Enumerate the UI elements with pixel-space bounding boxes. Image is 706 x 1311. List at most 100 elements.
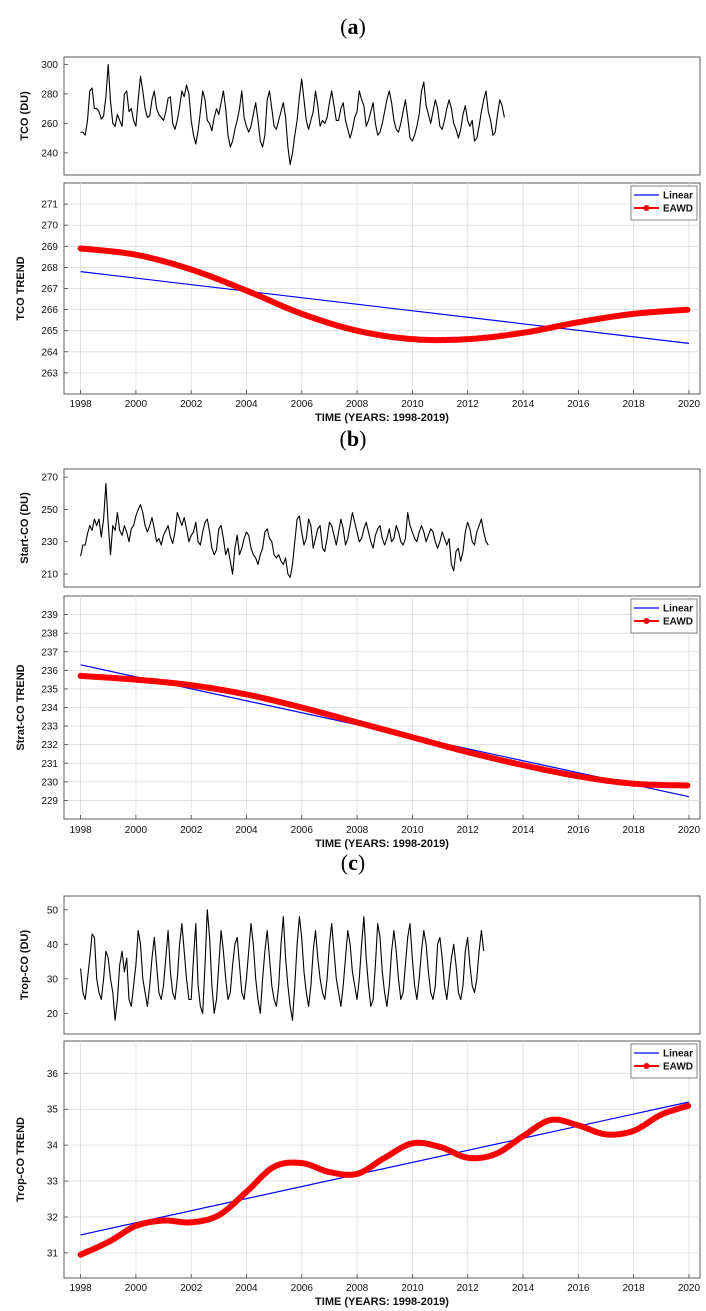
y-tick-label: 236 [41, 666, 58, 677]
y-tick-label: 266 [41, 305, 58, 316]
trend-chart: 31 32 33 34 35 36 Trop-CO TREND 1998 2000 2002 200… [15, 1040, 701, 1308]
x-tick-label: 2016 [567, 825, 590, 836]
x-tick-label: 2000 [125, 825, 148, 836]
y-tick-label: 40 [47, 940, 59, 951]
panel-c: (c) 20 30 40 50 Trop-CO (DU) 31 32 33 34 35 36 Trop-… [15, 850, 700, 1308]
y-tick-label: 270 [41, 473, 58, 484]
x-tick-label: 2020 [678, 1283, 701, 1294]
y-tick-label: 34 [47, 1141, 59, 1152]
series-monthly [80, 909, 485, 1021]
y-tick-label: 229 [41, 796, 58, 807]
y-tick-label: 260 [41, 119, 58, 130]
x-tick-label: 2012 [457, 825, 480, 836]
y-tick-label: 234 [41, 703, 58, 714]
legend: Linear EAWD [630, 598, 698, 634]
x-tick-label: 2010 [401, 825, 424, 836]
x-tick-label: 2018 [623, 1283, 646, 1294]
legend-label-eawd: EAWD [663, 204, 693, 215]
y-tick-label: 235 [41, 684, 58, 695]
plot-area [63, 468, 701, 588]
x-tick-label: 2008 [346, 1283, 369, 1294]
y-tick-label: 240 [41, 148, 58, 159]
y-tick-label: 268 [41, 263, 58, 274]
y-tick-label: 239 [41, 610, 58, 621]
y-tick-label: 250 [41, 505, 58, 516]
y-tick-label: 35 [47, 1105, 59, 1116]
y-tick-label: 269 [41, 242, 58, 253]
legend-label-linear: Linear [663, 604, 693, 615]
x-tick-label: 2020 [678, 399, 701, 410]
legend-box [630, 598, 698, 634]
x-tick-label: 2004 [235, 1283, 258, 1294]
panel-label: (b) [340, 426, 367, 451]
x-tick-label: 2002 [180, 399, 203, 410]
y-tick-label: 232 [41, 740, 58, 751]
timeseries-chart: 210 230 250 270 Start-CO (DU) [19, 468, 701, 588]
x-tick-label: 2006 [291, 1283, 314, 1294]
y-tick-label: 32 [47, 1212, 59, 1223]
x-tick-label: 2018 [623, 825, 646, 836]
series-linear [80, 1101, 690, 1236]
panel-label: (c) [341, 850, 365, 875]
plot-area [63, 56, 701, 176]
legend-marker [643, 205, 650, 211]
legend-label-eawd: EAWD [663, 1062, 693, 1073]
legend-marker [643, 1063, 650, 1069]
x-tick-label: 2004 [235, 825, 258, 836]
y-tick-label: 33 [47, 1177, 59, 1188]
x-tick-label: 2014 [512, 1283, 535, 1294]
y-tick-label: 210 [41, 570, 58, 581]
y-axis-label: Trop-CO TREND [15, 1117, 27, 1202]
legend-marker [643, 618, 650, 624]
y-tick-label: 280 [41, 89, 58, 100]
x-tick-label: 2014 [512, 825, 535, 836]
x-tick-label: 2002 [180, 1283, 203, 1294]
x-tick-label: 2006 [291, 825, 314, 836]
x-tick-label: 2018 [623, 399, 646, 410]
series-monthly [80, 482, 489, 578]
y-tick-label: 36 [47, 1069, 59, 1080]
y-tick-label: 30 [47, 974, 59, 985]
y-tick-label: 233 [41, 722, 58, 733]
y-tick-label: 267 [41, 284, 58, 295]
legend-label-linear: Linear [663, 191, 693, 202]
y-axis-label: Strat-CO TREND [15, 664, 27, 750]
timeseries-chart: 240 260 280 300 TCO (DU) [19, 56, 701, 176]
panel-b: (b) 210 230 250 270 Start-CO (DU) 229 230 231 232… [15, 426, 700, 850]
x-tick-label: 2002 [180, 825, 203, 836]
y-tick-label: 300 [41, 60, 58, 71]
legend-label-eawd: EAWD [663, 617, 693, 628]
y-tick-label: 238 [41, 629, 58, 640]
y-tick-label: 20 [47, 1009, 59, 1020]
y-axis-label: Start-CO (DU) [19, 492, 31, 564]
x-tick-label: 2008 [346, 825, 369, 836]
y-tick-label: 31 [47, 1248, 59, 1259]
x-tick-label: 1998 [69, 825, 92, 836]
trend-chart: 229 230 231 232 233 234 235 236 237 238 239 Strat-C… [15, 595, 701, 850]
y-tick-label: 270 [41, 221, 58, 232]
trend-chart: 263 264 265 266 267 268 269 270 271 TCO TREND 1998… [15, 182, 701, 424]
series-linear [80, 271, 689, 344]
x-tick-label: 2020 [678, 825, 701, 836]
series-eawd [77, 1102, 692, 1258]
y-tick-label: 237 [41, 647, 58, 658]
x-axis-label: TIME (YEARS: 1998-2019) [315, 838, 449, 850]
timeseries-chart: 20 30 40 50 Trop-CO (DU) [19, 895, 701, 1035]
legend-box [630, 1043, 698, 1079]
y-axis-label: Trop-CO (DU) [19, 930, 31, 1001]
panel-label: (a) [340, 14, 366, 39]
x-tick-label: 2014 [512, 399, 535, 410]
x-tick-label: 2000 [125, 1283, 148, 1294]
legend-box [630, 185, 698, 221]
y-tick-label: 230 [41, 537, 58, 548]
x-tick-label: 2008 [346, 399, 369, 410]
y-tick-label: 265 [41, 326, 58, 337]
x-tick-label: 1998 [69, 399, 92, 410]
x-tick-label: 2012 [457, 1283, 480, 1294]
y-axis-label: TCO TREND [15, 256, 27, 320]
y-tick-label: 230 [41, 777, 58, 788]
x-tick-label: 1998 [69, 1283, 92, 1294]
y-tick-label: 271 [41, 200, 58, 211]
